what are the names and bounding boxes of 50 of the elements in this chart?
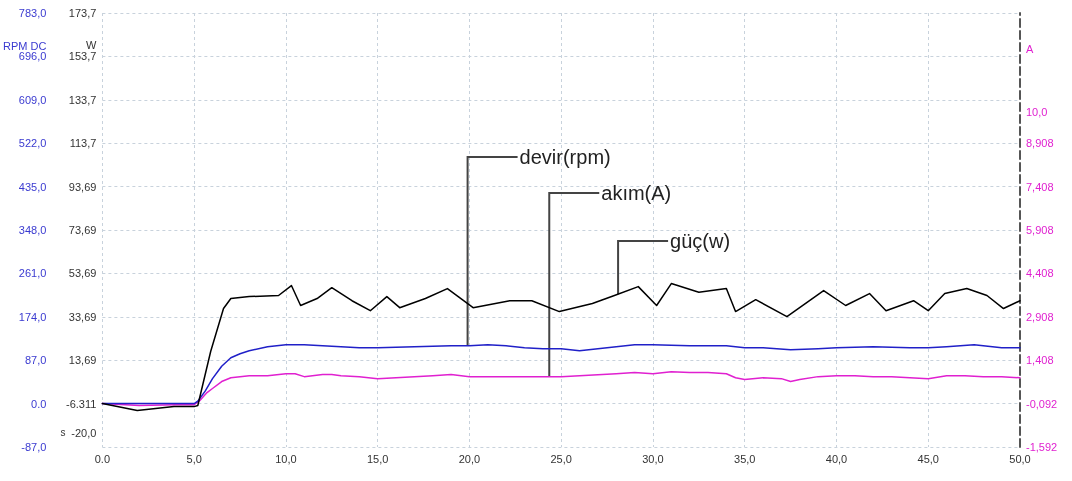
y2-tick-label: 133,7 xyxy=(68,93,97,106)
y2-tick-label: 153,7 xyxy=(68,50,97,63)
y2-tick-label: 113,7 xyxy=(69,137,97,150)
y-tick-label: 261,0 xyxy=(18,267,47,280)
x-tick-label: 25,0 xyxy=(550,452,572,465)
x-tick-label: 30,0 xyxy=(642,452,664,465)
y-tick-label: 174,0 xyxy=(18,310,47,323)
x-tick-label: 45,0 xyxy=(917,452,939,465)
x-tick-label: 0.0 xyxy=(94,452,111,465)
text: akım(A) xyxy=(601,182,672,204)
y2-tick-label: -6.311 xyxy=(66,397,97,410)
y3-tick-label: 5,908 xyxy=(1026,224,1054,236)
text: devir(rpm) xyxy=(519,146,611,168)
y2-tick-label: 173,7 xyxy=(68,7,97,19)
y-tick-label: 522,0 xyxy=(18,137,47,150)
y3-tick-label: 10,0 xyxy=(1026,105,1048,118)
y-tick-label: 783,0 xyxy=(18,7,47,19)
y-tick-label: 435,0 xyxy=(18,180,47,193)
y2-tick-label: 13,69 xyxy=(68,354,97,367)
x-tick-label: 50,0 xyxy=(1009,452,1031,465)
y2-tick-label: -20,0 xyxy=(71,427,97,440)
y3-axis-title: A xyxy=(1026,42,1034,55)
y2-axis-title: W xyxy=(86,39,97,52)
y3-tick-label: 7,408 xyxy=(1026,180,1054,193)
y-tick-label: 696,0 xyxy=(18,50,47,63)
y-tick-label: 609,0 xyxy=(18,93,47,106)
y3-tick-label: 4,408 xyxy=(1026,267,1054,280)
line-series xyxy=(101,282,1021,412)
x-tick-label: 15,0 xyxy=(366,452,389,465)
y2-tick-label: 73,69 xyxy=(68,224,97,237)
x-axis-title: s xyxy=(60,427,66,439)
y3-tick-label: 8,908 xyxy=(1026,137,1054,150)
y3-tick-label: -1,592 xyxy=(1026,441,1058,453)
series-label: güç(w) xyxy=(670,230,731,252)
x-tick-label: 35,0 xyxy=(734,452,756,465)
y3-tick-label: 1,408 xyxy=(1026,354,1054,367)
y-axis-title: RPM DC xyxy=(3,39,47,52)
y-tick-label: 348,0 xyxy=(18,224,47,236)
x-tick-label: 40,0 xyxy=(825,452,848,465)
y2-tick-label: 53,69 xyxy=(68,267,97,280)
x-tick-label: 20,0 xyxy=(458,452,481,465)
y3-tick-label: -0,092 xyxy=(1026,397,1058,410)
y3-tick-label: 2,908 xyxy=(1026,310,1054,323)
y-tick-label: 0.0 xyxy=(31,397,47,410)
x-tick-label: 10,0 xyxy=(275,452,297,465)
y2-tick-label: 93,69 xyxy=(68,180,97,193)
y-tick-label: 87,0 xyxy=(24,354,47,367)
y2-tick-label: 33,69 xyxy=(68,310,97,323)
y-tick-label: -87,0 xyxy=(21,441,47,453)
x-tick-label: 5,0 xyxy=(186,452,202,465)
